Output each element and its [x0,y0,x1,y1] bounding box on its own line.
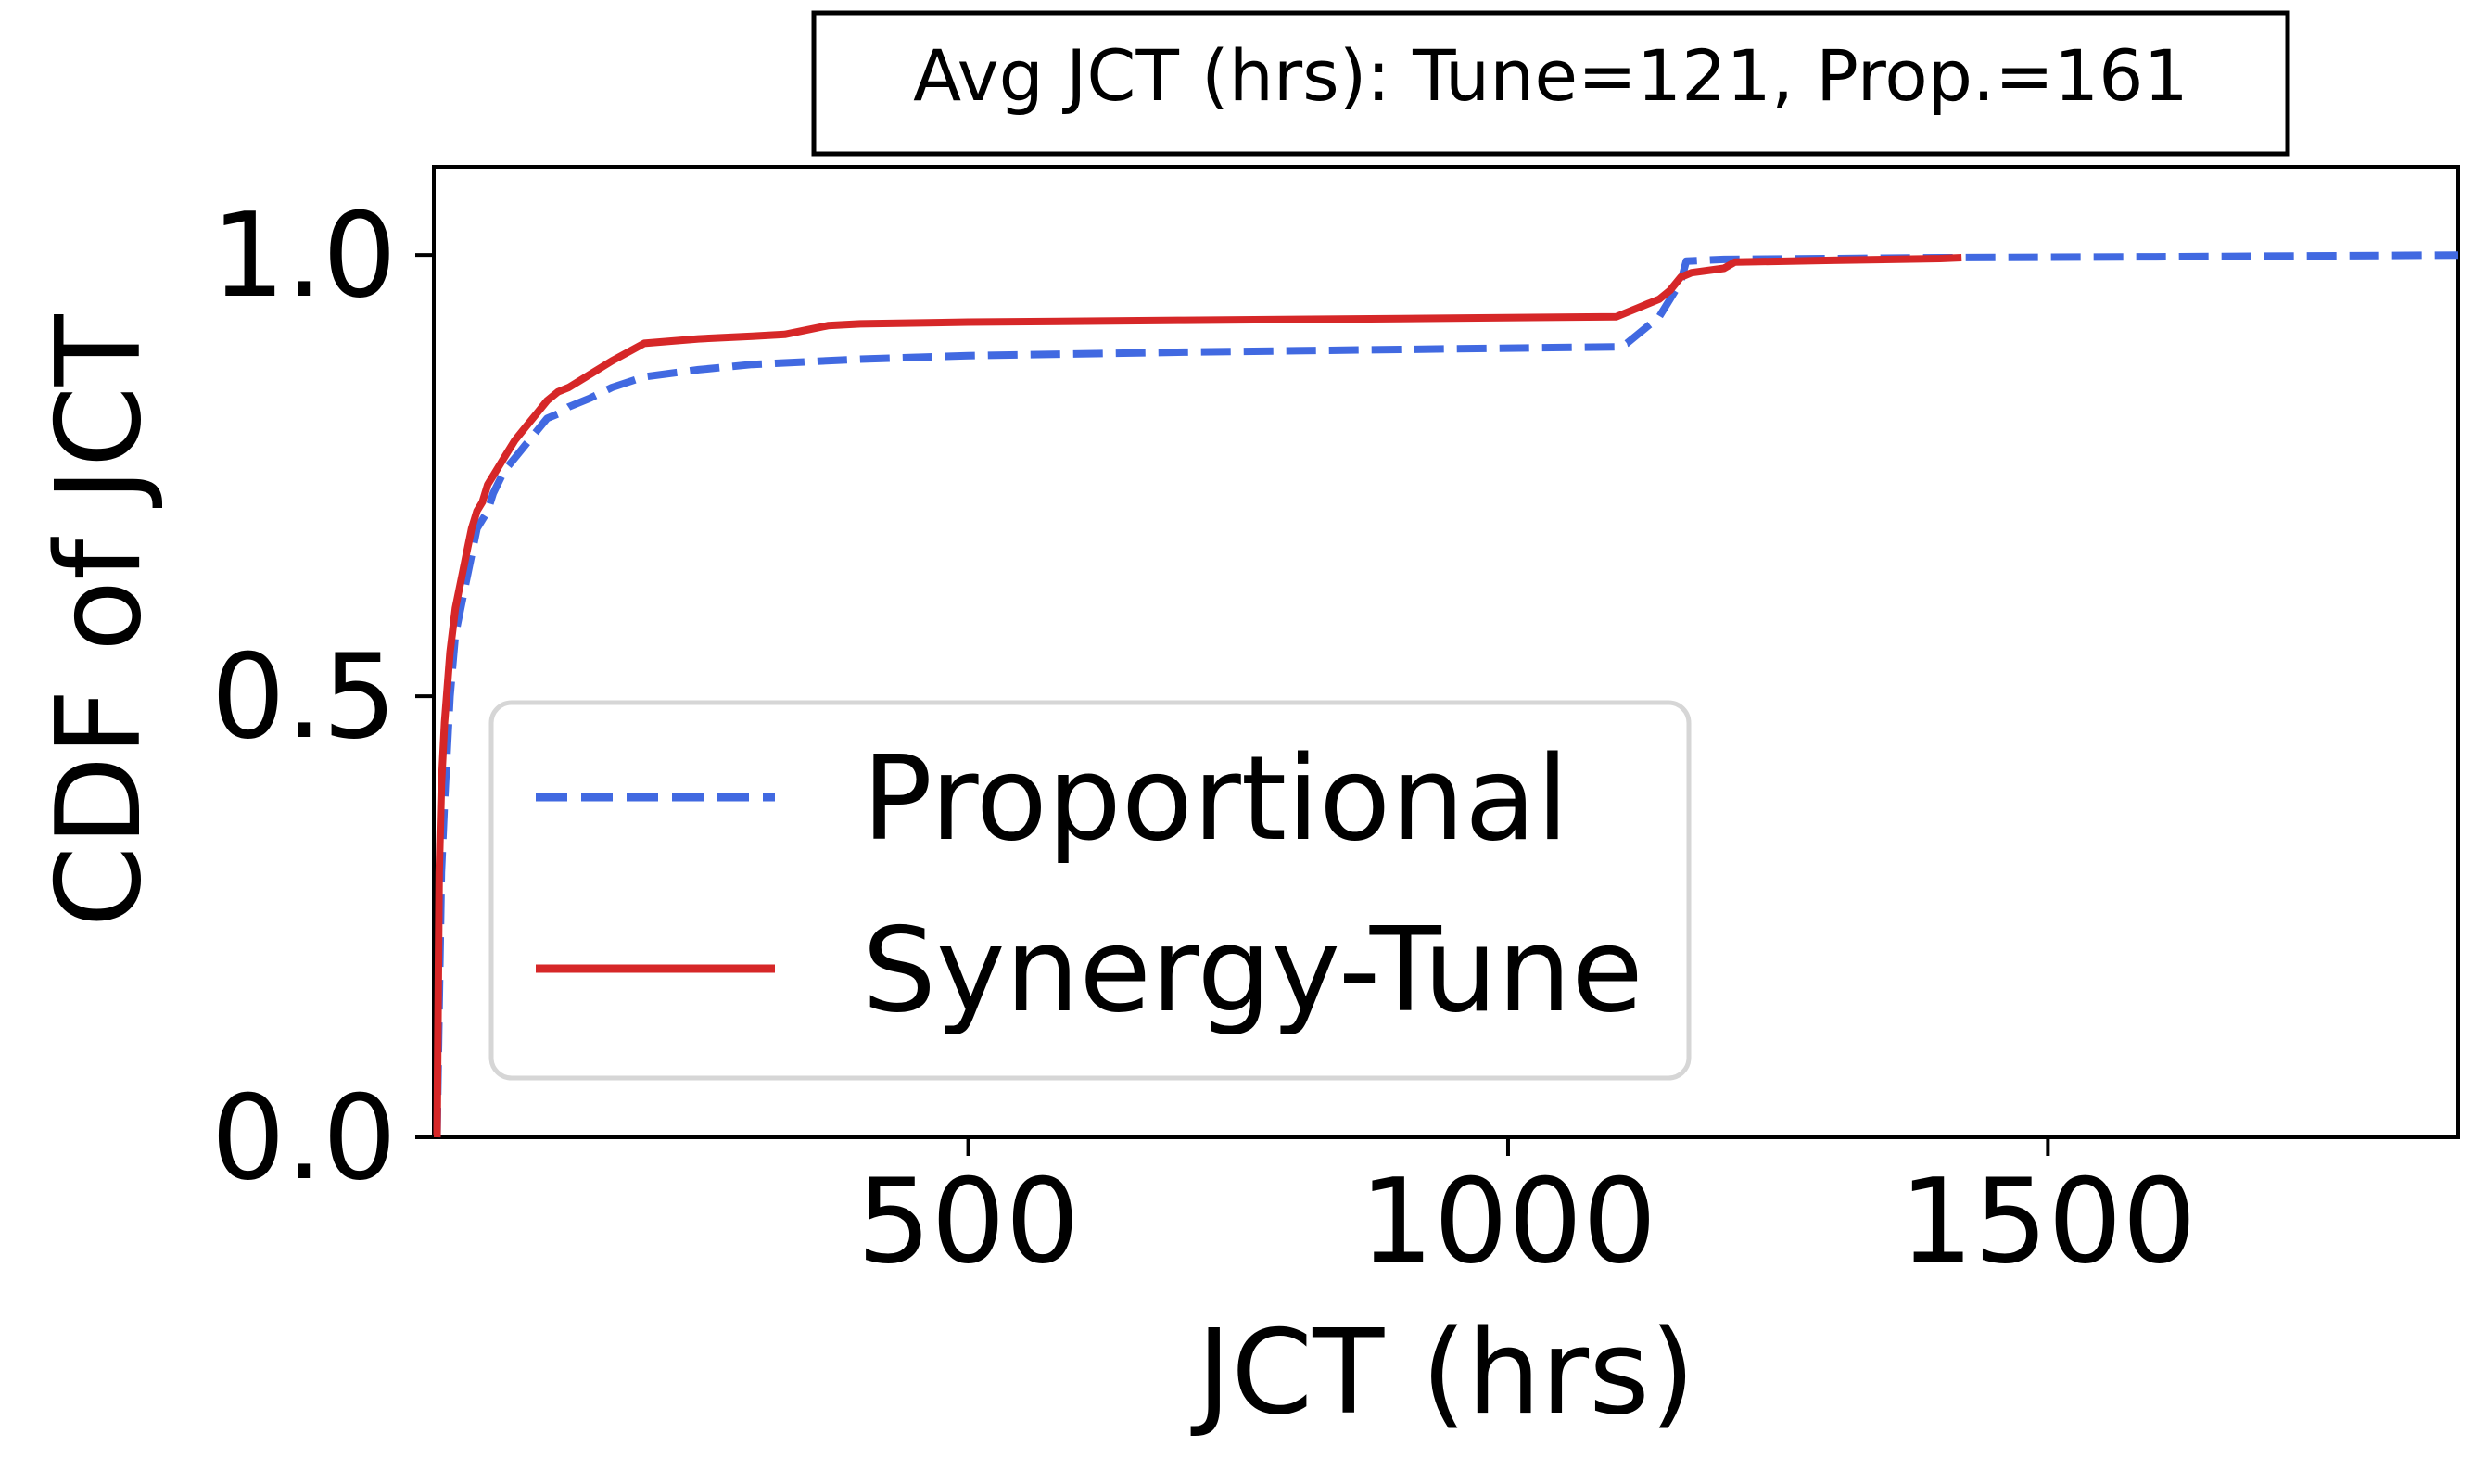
legend-box [488,700,1692,1081]
x-tick-label: 1500 [1899,1153,2197,1289]
series-line-proportional [433,251,2459,1138]
axis-layer: 500 1000 1500 0.0 0.5 1.0 [211,187,2197,1289]
x-tick-label: 1000 [1360,1153,1657,1289]
title-box: Avg JCT (hrs): Tune=121, Prop.=161 [811,10,2290,157]
series-layer [433,251,2459,1138]
legend-proportional-label: Proportional [862,730,1568,867]
plot-area-frame [432,165,2460,1139]
y-axis-label: CDF of JCT [31,313,167,927]
chart-title: Avg JCT (hrs): Tune=121, Prop.=161 [913,34,2188,117]
x-tick-label: 500 [856,1153,1080,1289]
legend-synergy-tune-label: Synergy-Tune [862,902,1643,1038]
series-line-synergy-tune [433,254,1962,1138]
legend: Proportional Synergy-Tune [488,700,1692,1081]
y-tick-label: 0.0 [211,1070,397,1206]
x-axis-label: JCT (hrs) [1190,1304,1695,1440]
y-tick-label: 0.5 [211,628,397,765]
y-tick-label: 1.0 [211,187,397,323]
